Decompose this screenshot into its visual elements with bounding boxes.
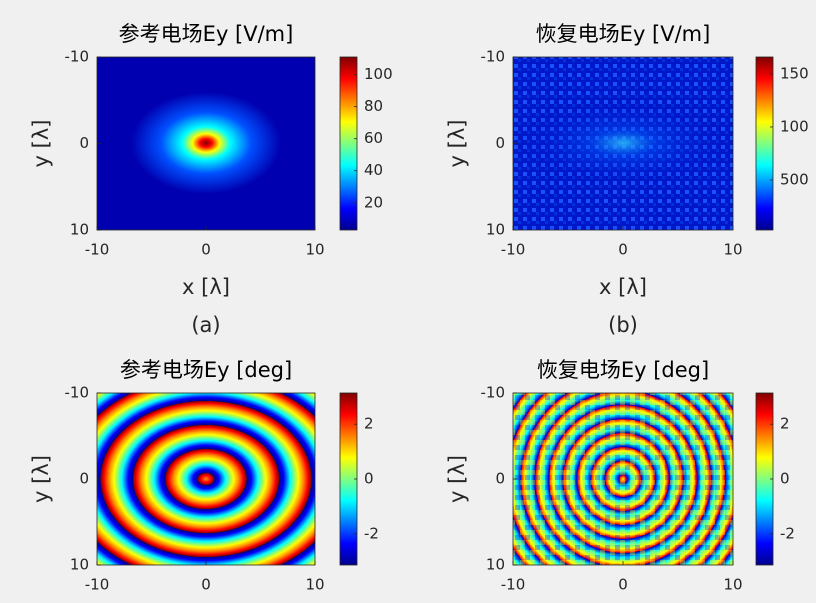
y-tick-label: 0 — [495, 134, 505, 152]
x-tick-label: -10 — [85, 241, 110, 259]
y-tick-label: 10 — [486, 556, 505, 574]
y-tick-label: 0 — [79, 134, 89, 152]
x-axis-label: x [λ] — [182, 275, 230, 299]
y-tick-label: 0 — [495, 470, 505, 488]
x-tick-label: 0 — [201, 241, 211, 259]
caption: (b) — [608, 313, 638, 337]
chart-title: 参考电场Ey [deg] — [120, 358, 292, 382]
y-tick-label: -10 — [65, 48, 90, 66]
heatmap-image — [513, 393, 733, 565]
colorbar-tick-label: 40 — [364, 161, 383, 179]
colorbar-tick-label: 100 — [364, 65, 393, 83]
colorbar-tick-label: 80 — [364, 97, 383, 115]
y-axis-label: y [λ] — [29, 120, 53, 168]
y-tick-label: -10 — [481, 48, 506, 66]
colorbar-tick-label: 2 — [364, 415, 374, 433]
y-axis-label: y [λ] — [445, 455, 469, 503]
x-axis-label: x [λ] — [599, 275, 647, 299]
chart-title: 恢复电场Ey [V/m] — [536, 22, 711, 46]
x-tick-label: 0 — [618, 576, 628, 594]
heatmap-image — [513, 57, 733, 230]
heatmap-image — [97, 57, 315, 230]
y-tick-label: 0 — [79, 470, 89, 488]
chart-title: 恢复电场Ey [deg] — [537, 358, 709, 382]
y-tick-label: -10 — [65, 384, 90, 402]
y-axis-label: y [λ] — [29, 455, 53, 503]
colorbar — [755, 56, 774, 231]
colorbar-tick-label: -2 — [364, 524, 379, 542]
x-tick-label: 10 — [305, 576, 324, 594]
x-tick-label: -10 — [85, 576, 110, 594]
heatmap-image — [97, 393, 315, 565]
caption: (a) — [191, 313, 220, 337]
x-tick-label: -10 — [501, 576, 526, 594]
y-tick-label: -10 — [481, 384, 506, 402]
y-tick-label: 10 — [70, 556, 89, 574]
x-tick-label: 0 — [201, 576, 211, 594]
colorbar-tick-label: 20 — [364, 193, 383, 211]
x-tick-label: 0 — [618, 241, 628, 259]
y-tick-label: 10 — [486, 221, 505, 239]
colorbar-tick-label: 60 — [364, 129, 383, 147]
chart-title: 参考电场Ey [V/m] — [119, 22, 294, 46]
y-axis-label: y [λ] — [445, 120, 469, 168]
colorbar-tick-label: 100 — [780, 117, 809, 135]
colorbar-tick-label: 0 — [364, 470, 374, 488]
y-tick-label: 10 — [70, 221, 89, 239]
colorbar — [339, 56, 358, 231]
colorbar-tick-label: -2 — [780, 524, 795, 542]
x-tick-label: 10 — [305, 241, 324, 259]
x-tick-label: -10 — [501, 241, 526, 259]
colorbar-tick-label: 500 — [780, 170, 809, 188]
x-tick-label: 10 — [723, 576, 742, 594]
colorbar-tick-label: 2 — [780, 415, 790, 433]
colorbar-tick-label: 150 — [780, 64, 809, 82]
colorbar-tick-label: 0 — [780, 470, 790, 488]
x-tick-label: 10 — [723, 241, 742, 259]
